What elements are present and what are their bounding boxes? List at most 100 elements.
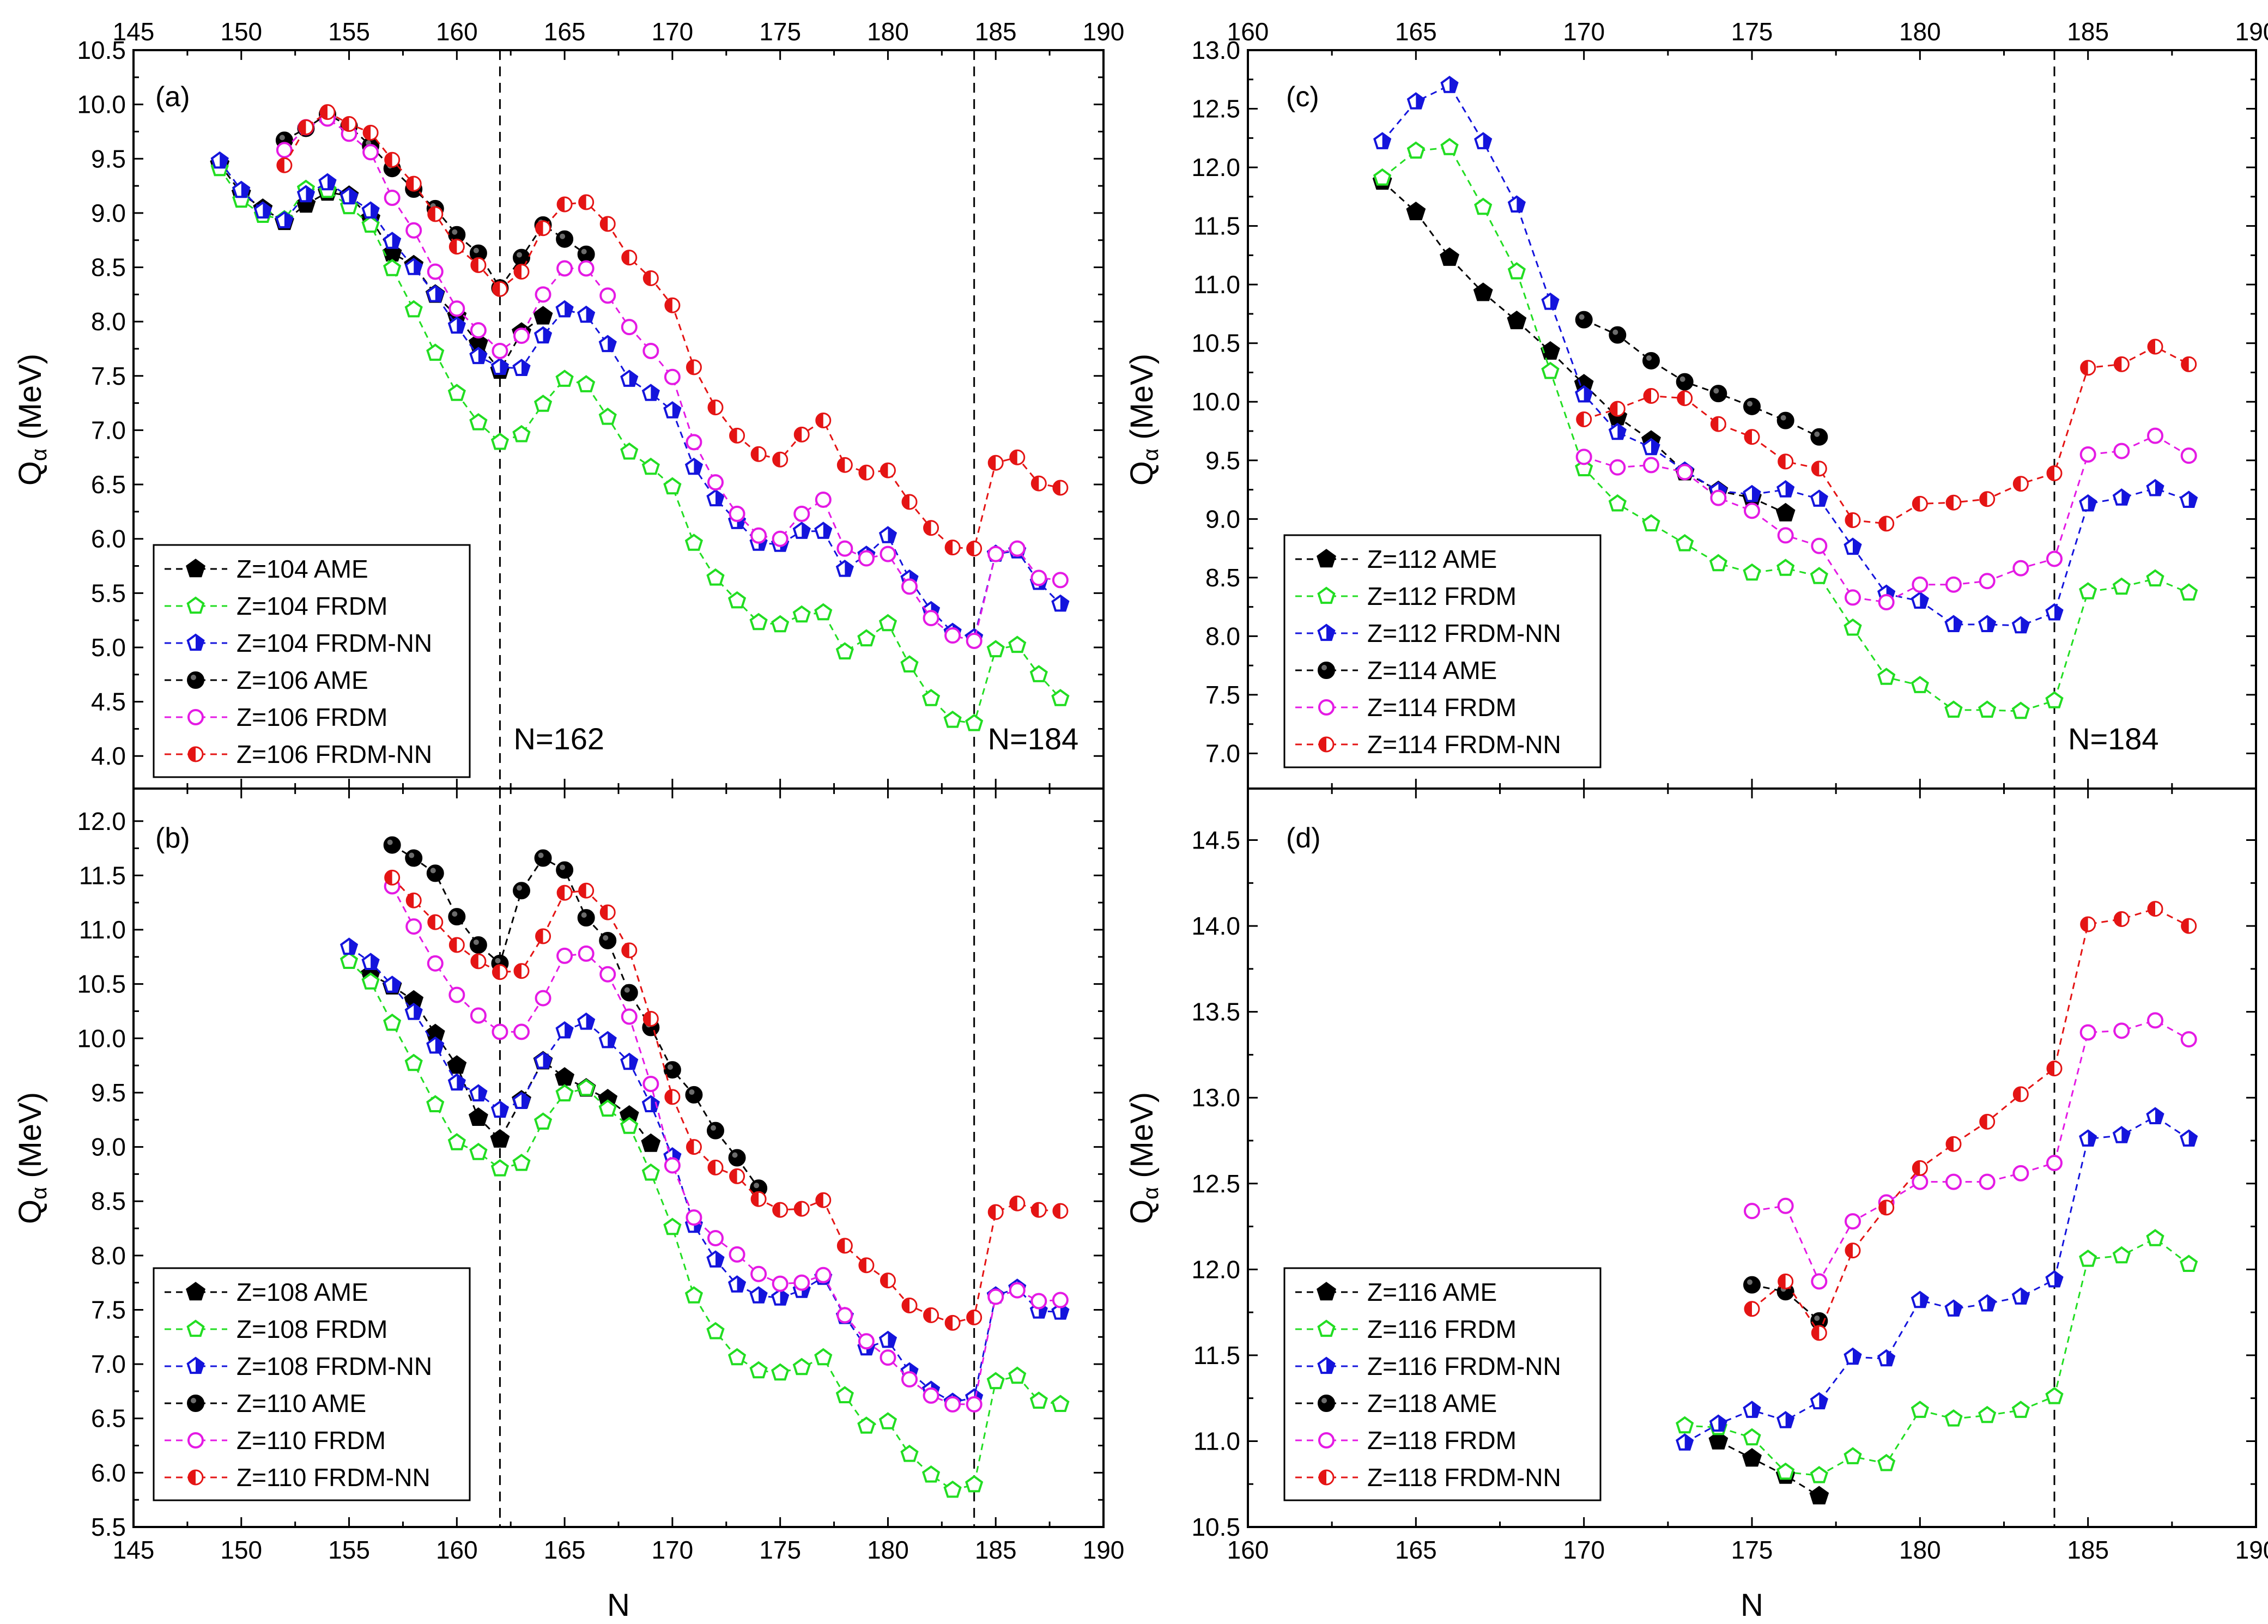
x-tick-label: 180 — [867, 17, 909, 46]
data-point — [707, 1229, 724, 1246]
data-point — [1507, 195, 1526, 213]
data-point — [1809, 1486, 1829, 1505]
data-point — [858, 550, 875, 567]
data-point — [2011, 1401, 2030, 1418]
data-point — [512, 359, 531, 376]
data-point — [621, 942, 638, 959]
data-point — [2147, 901, 2163, 917]
data-point — [2113, 1022, 2130, 1039]
data-point — [1912, 576, 1929, 593]
data-point — [599, 287, 616, 304]
data-point — [987, 455, 1004, 471]
data-point — [642, 1076, 659, 1092]
data-point — [2113, 443, 2130, 459]
y-tick-label: 6.0 — [91, 1458, 126, 1487]
data-point — [1979, 1113, 1996, 1130]
data-point — [513, 264, 530, 280]
data-point — [944, 540, 961, 556]
data-point — [492, 281, 508, 297]
data-point — [1743, 1401, 1761, 1418]
y-tick-label: 11.0 — [1193, 270, 1240, 299]
data-point — [2079, 582, 2097, 599]
y-tick-label: 13.0 — [1191, 36, 1240, 64]
data-point — [2046, 1061, 2063, 1077]
data-point — [533, 326, 553, 344]
data-point — [944, 1396, 961, 1413]
data-point — [1030, 569, 1047, 586]
legend-label: Z=116 AME — [1367, 1278, 1497, 1306]
data-point — [1810, 1312, 1828, 1330]
data-point — [1945, 1173, 1962, 1190]
legend-label: Z=104 FRDM — [236, 592, 387, 620]
data-point — [339, 187, 359, 205]
data-point — [878, 1330, 898, 1348]
data-point — [792, 605, 811, 623]
y-tick-label: 7.5 — [91, 1295, 126, 1324]
data-point — [2146, 1107, 2164, 1124]
data-point — [944, 627, 961, 644]
data-point — [2147, 338, 2163, 355]
data-point — [1744, 429, 1760, 445]
data-point — [858, 464, 875, 481]
data-point — [513, 882, 530, 900]
data-point — [965, 713, 984, 731]
x-tick-label: 165 — [544, 17, 586, 46]
data-point — [1052, 1203, 1069, 1219]
data-point — [2045, 603, 2064, 621]
data-point — [878, 614, 898, 632]
data-point — [1911, 1401, 1929, 1418]
x-tick-label: 175 — [759, 17, 801, 46]
data-point — [1912, 1160, 1928, 1176]
data-point — [513, 963, 530, 979]
data-point — [1843, 1347, 1862, 1365]
data-point — [447, 316, 466, 334]
data-point — [729, 1246, 745, 1263]
x-tick-label: 170 — [652, 17, 694, 46]
data-point — [470, 257, 487, 274]
data-point — [1743, 397, 1761, 415]
data-point — [771, 1288, 790, 1306]
data-point — [1979, 573, 1996, 590]
data-point — [1029, 1391, 1048, 1409]
data-point — [621, 319, 638, 336]
data-point — [1979, 1173, 1996, 1190]
y-tick-label: 11.0 — [1193, 1427, 1240, 1455]
data-point — [556, 230, 574, 248]
series-line — [219, 163, 544, 372]
data-point — [966, 1396, 983, 1413]
data-point — [2146, 478, 2164, 496]
data-point — [858, 1257, 875, 1274]
data-point — [1051, 1395, 1070, 1412]
data-point — [384, 152, 401, 168]
x-tick-label: 170 — [652, 1536, 694, 1564]
x-tick-label: 170 — [1563, 1536, 1605, 1564]
data-point — [772, 1275, 789, 1292]
data-point — [1776, 411, 1794, 429]
data-point — [555, 369, 574, 387]
data-point — [750, 446, 767, 462]
data-point — [2045, 691, 2064, 708]
legend-marker — [187, 746, 204, 762]
data-point — [664, 297, 681, 313]
y-tick-label: 6.5 — [91, 470, 126, 499]
data-point — [1030, 1202, 1047, 1218]
x-tick-label: 165 — [1395, 17, 1437, 46]
data-point — [513, 328, 530, 344]
data-point — [836, 457, 853, 473]
legend: Z=104 AME Z=104 FRDM Z=104 FRDM-NN Z=106 AM… — [153, 544, 471, 778]
legend-label: Z=116 FRDM — [1367, 1315, 1517, 1343]
data-point — [663, 477, 682, 495]
panel-a: N=162 N=184 — [210, 50, 1078, 789]
y-tick-label: 14.0 — [1191, 912, 1240, 940]
y-tick-label: 11.5 — [79, 861, 126, 889]
legend-label: Z=118 FRDM-NN — [1367, 1463, 1561, 1492]
data-point — [987, 1204, 1004, 1220]
x-axis-title-right: N — [1741, 1587, 1763, 1623]
data-point — [1877, 1453, 1896, 1471]
data-point — [901, 1371, 918, 1387]
data-point — [2112, 488, 2131, 506]
data-point — [1008, 635, 1027, 653]
data-point — [1642, 352, 1660, 369]
data-point — [1777, 1197, 1794, 1214]
data-point — [490, 1100, 510, 1118]
